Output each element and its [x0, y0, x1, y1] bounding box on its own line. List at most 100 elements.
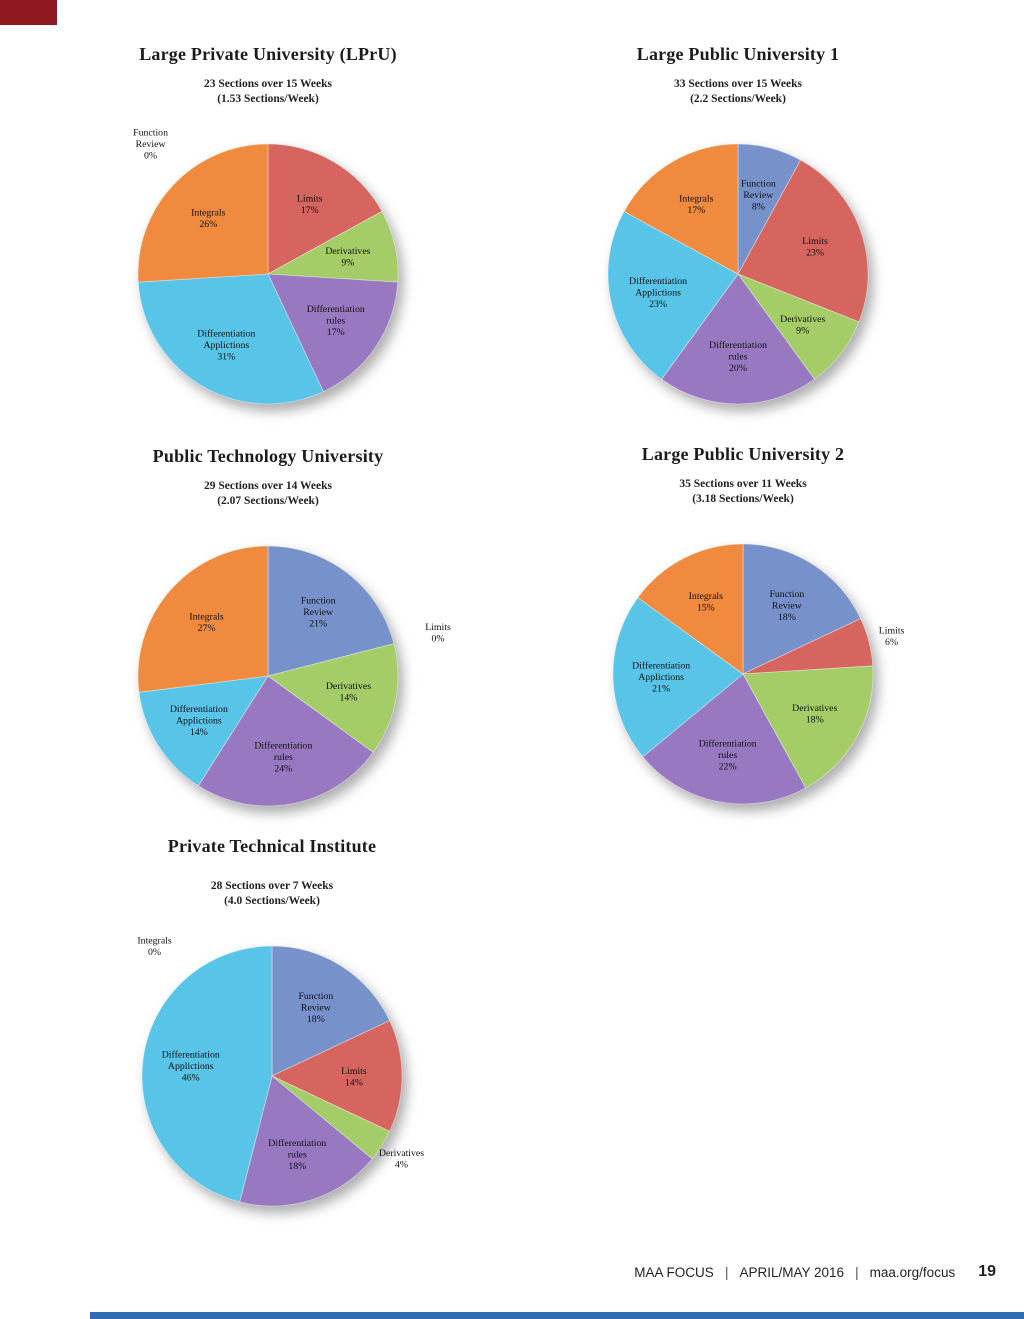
pie-label-limits: Limits 14%: [341, 1066, 367, 1089]
pie-slice-differentiation-rules: [239, 1075, 373, 1207]
pie-chart-large-private-university: Large Private University (LPrU) 23 Secti…: [33, 44, 503, 445]
chart-title: Large Private University (LPrU): [139, 44, 397, 64]
chart-subtitle: 23 Sections over 15 Weeks (1.53 Sections…: [33, 77, 503, 107]
pie-label-integrals: Integrals 17%: [679, 193, 713, 216]
chart-subtitle-line1: 28 Sections over 7 Weeks: [210, 880, 334, 892]
pie-label-integrals: Integrals 26%: [191, 208, 225, 231]
pie-label-derivatives: Derivatives 9%: [780, 314, 825, 337]
pie-labels: Function Review 8% Limits 23% Derivatives 9% Di…: [629, 179, 828, 374]
pie-slice-integrals: [137, 143, 269, 283]
chart-subtitle-line1: 33 Sections over 15 Weeks: [674, 78, 802, 90]
pie-label-derivatives: Derivatives 14%: [326, 681, 371, 704]
chart-title: Large Public University 2: [641, 444, 845, 464]
pie-slice-limits: [742, 618, 874, 675]
pie-label-differentiation-rules: Differentiation rules 22%: [699, 738, 757, 772]
pie-label-differentiation-rules: Differentiation rules 17%: [307, 304, 365, 338]
footer-separator: |: [855, 1264, 859, 1280]
pie-slice-function-review: [742, 543, 862, 675]
pie-label-derivatives: Derivatives 18%: [792, 703, 837, 726]
pie-label-function-review: Function Review 21%: [301, 595, 336, 629]
chart-subtitle: 28 Sections over 7 Weeks (4.0 Sections/W…: [37, 879, 507, 909]
pie-slice-integrals: [623, 143, 739, 275]
pie-chart-private-technical-institute: Private Technical Institute 28 Sections …: [37, 836, 507, 1247]
pie-svg: Function Review 18% Limits 14% Derivatives 4% D…: [137, 935, 424, 1207]
pie-label-differentiation-rules: Differentiation rules 24%: [254, 740, 312, 774]
pie-slice-integrals: [137, 545, 269, 693]
pie-label-integrals: Integrals 0%: [137, 935, 171, 958]
pie-label-derivatives: Derivatives 9%: [325, 246, 370, 269]
pie-chart-public-technology-university: Public Technology University 29 Sections…: [33, 446, 503, 847]
pie-slice-function-review: [267, 545, 395, 677]
pie-labels: Function Review 0% Limits 17% Derivatives 9% Di…: [133, 128, 371, 363]
chart-subtitle-line2: (2.07 Sections/Week): [217, 495, 319, 507]
footer-url: maa.org/focus: [869, 1264, 956, 1280]
masthead-corner-bar: [0, 0, 57, 25]
pie-slice-differentiation-rules: [267, 273, 399, 393]
pie-labels: Function Review 18% Limits 14% Derivatives 4% D…: [137, 935, 424, 1172]
pie-label-differentiation-applictions: Differentiation Applictions 46%: [162, 1050, 220, 1084]
footer-issue-date: APRIL/MAY 2016: [739, 1264, 845, 1280]
pie-label-differentiation-applictions: Differentiation Applictions 23%: [629, 276, 687, 310]
pie-label-function-review: Function Review 18%: [298, 991, 333, 1025]
pie-slice-differentiation-applictions: [138, 675, 269, 787]
pie-label-differentiation-rules: Differentiation rules 18%: [268, 1138, 326, 1172]
chart-subtitle-line1: 29 Sections over 14 Weeks: [204, 480, 332, 492]
pie-label-derivatives: Derivatives 4%: [379, 1148, 424, 1171]
pie-slice-function-review: [737, 143, 802, 275]
pie-slices: [607, 143, 869, 405]
chart-title: Private Technical Institute: [167, 836, 377, 856]
pie-slice-differentiation-rules: [642, 673, 807, 805]
chart-title: Large Public University 1: [636, 44, 840, 64]
pie-svg: Function Review 0% Limits 17% Derivatives 9% Di…: [133, 128, 399, 405]
footer-separator: |: [724, 1264, 729, 1280]
pie-slices: [141, 945, 403, 1207]
pie-slices: [612, 543, 874, 805]
pie-label-differentiation-applictions: Differentiation Applictions 31%: [197, 328, 255, 362]
pie-label-limits: Limits 6%: [879, 626, 905, 649]
pie-chart-large-public-university-2: Large Public University 2 35 Sections ov…: [508, 444, 978, 845]
pie-slice-derivatives: [742, 665, 874, 789]
pie-svg: Function Review 18% Limits 6% Derivatives 18% D…: [612, 543, 905, 805]
pie-labels: Function Review 21% Limits 0% Derivatives 14% D…: [170, 595, 451, 774]
chart-subtitle-line1: 23 Sections over 15 Weeks: [204, 78, 332, 90]
pie-svg: Function Review 8% Limits 23% Derivatives 9% Di…: [607, 143, 869, 405]
pie-slice-derivatives: [266, 210, 399, 283]
pie-slice-differentiation-rules: [197, 675, 374, 807]
chart-subtitle-line2: (3.18 Sections/Week): [692, 493, 794, 505]
chart-subtitle-line2: (1.53 Sections/Week): [217, 93, 319, 105]
chart-subtitle: 35 Sections over 11 Weeks (3.18 Sections…: [508, 477, 978, 507]
pie-slice-differentiation-applictions: [607, 210, 739, 380]
chart-subtitle-line1: 35 Sections over 11 Weeks: [679, 478, 807, 490]
page-number: 19: [978, 1263, 996, 1280]
pie-label-function-review: Function Review 8%: [741, 179, 776, 213]
pie-label-differentiation-applictions: Differentiation Applictions 14%: [170, 704, 228, 738]
page-bottom-bar: [90, 1312, 1024, 1319]
pie-slices: [137, 143, 399, 405]
pie-label-function-review: Function Review 0%: [133, 128, 168, 162]
page-footer: MAA FOCUS | APRIL/MAY 2016 | maa.org/foc…: [634, 1263, 996, 1281]
chart-title: Public Technology University: [152, 446, 384, 466]
pie-label-function-review: Function Review 18%: [769, 589, 804, 623]
pie-label-limits: Limits 17%: [297, 193, 323, 216]
pie-slice-limits: [271, 1020, 403, 1132]
pie-label-integrals: Integrals 15%: [689, 591, 723, 614]
pie-label-differentiation-rules: Differentiation rules 20%: [709, 340, 767, 374]
pie-slice-differentiation-applictions: [137, 273, 324, 405]
pie-slices: [137, 545, 399, 807]
pie-label-differentiation-applictions: Differentiation Applictions 21%: [632, 661, 690, 695]
pie-slice-derivatives: [271, 1075, 391, 1160]
chart-subtitle: 29 Sections over 14 Weeks (2.07 Sections…: [33, 479, 503, 509]
pie-slice-function-review: [271, 945, 391, 1077]
pie-slice-derivatives: [736, 273, 860, 380]
pie-slice-derivatives: [267, 643, 399, 753]
pie-chart-large-public-university-1: Large Public University 1 33 Sections ov…: [503, 44, 973, 445]
footer-brand: MAA FOCUS: [634, 1264, 714, 1280]
chart-subtitle-line2: (4.0 Sections/Week): [224, 895, 320, 907]
pie-slice-limits: [737, 159, 869, 323]
pie-slice-differentiation-rules: [661, 273, 815, 405]
pie-label-integrals: Integrals 27%: [189, 612, 223, 635]
pie-slice-differentiation-applictions: [141, 945, 273, 1203]
pie-label-limits: Limits 0%: [425, 622, 451, 645]
pie-slice-differentiation-applictions: [612, 597, 744, 758]
